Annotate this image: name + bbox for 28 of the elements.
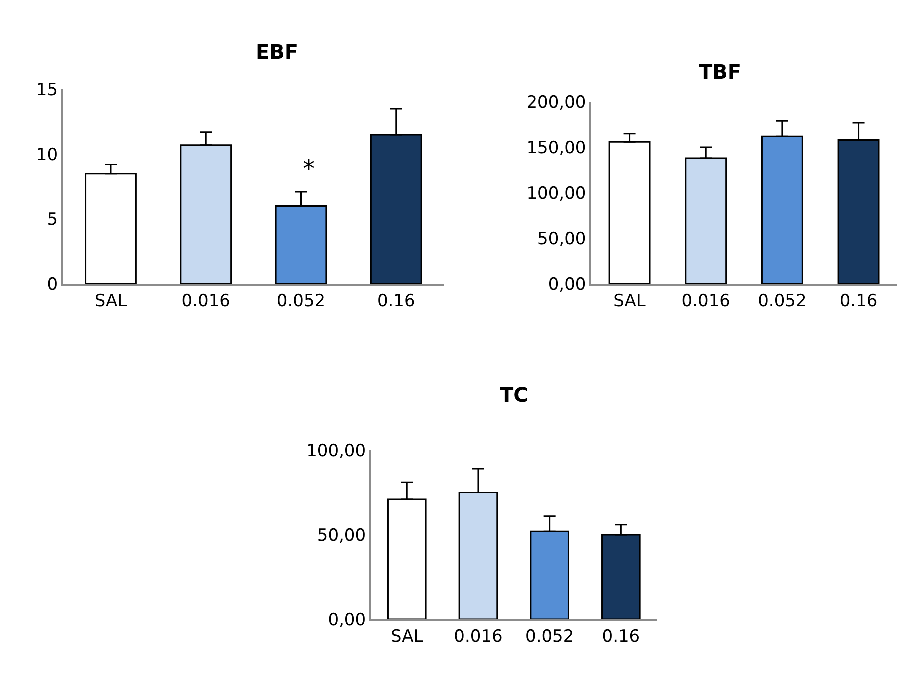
y-tick-label: 100,00 [306,441,366,462]
x-tick-label: SAL [391,626,424,647]
x-tick-label: 0.016 [682,292,730,312]
x-tick-label: 0.16 [840,292,878,312]
y-tick-label: 0 [47,275,58,296]
x-tick-label: 0.016 [454,626,503,647]
y-tick-label: 50,00 [317,526,366,546]
chart-title: TC [500,383,528,407]
y-tick-label: 100,00 [526,184,586,204]
x-tick-label: 0.16 [377,292,416,312]
x-tick-label: 0.052 [758,292,807,312]
y-tick-label: 0,00 [328,610,366,630]
x-tick-label: 0.016 [182,292,230,312]
x-tick-label: SAL [614,292,646,312]
x-tick-label: SAL [94,292,128,312]
y-tick-label: 150,00 [526,138,586,158]
x-tick-label: 0.052 [276,292,326,312]
x-tick-label: 0.052 [525,626,574,647]
y-tick-label: 200,00 [526,92,586,113]
chart-title: TBF [699,60,742,84]
y-tick-label: 0,00 [548,275,586,296]
y-tick-label: 10 [36,145,58,166]
annotation: * [303,155,315,183]
y-tick-label: 50,00 [538,230,586,250]
y-tick-label: 5 [47,210,58,230]
y-tick-label: 15 [36,80,58,101]
x-tick-label: 0.16 [602,626,640,647]
chart-title: EBF [256,40,299,64]
